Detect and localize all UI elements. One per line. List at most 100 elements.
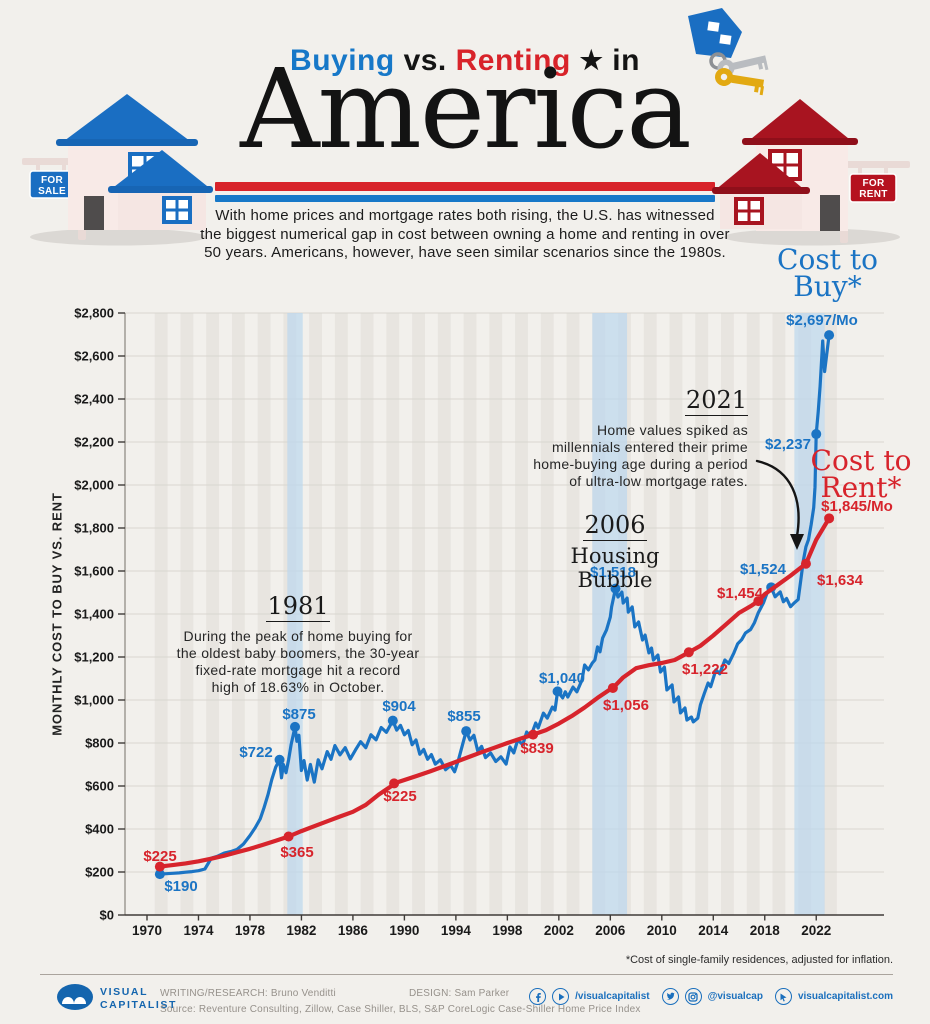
svg-text:$200: $200: [85, 865, 114, 880]
svg-text:1990: 1990: [389, 923, 419, 938]
svg-text:1978: 1978: [235, 923, 266, 938]
red-house-illustration: [712, 99, 910, 246]
svg-text:$875: $875: [282, 706, 315, 723]
svg-text:$2,000: $2,000: [74, 478, 114, 493]
twitter-icon[interactable]: [661, 988, 679, 1005]
svg-text:$2,600: $2,600: [74, 349, 114, 364]
kicker-buying: Buying: [290, 44, 395, 77]
annotation-2021-year: 2021: [684, 387, 748, 417]
svg-text:$1,845/Mo: $1,845/Mo: [821, 498, 893, 515]
svg-text:$190: $190: [164, 878, 197, 895]
svg-text:1974: 1974: [183, 923, 214, 938]
svg-text:1986: 1986: [338, 923, 369, 938]
cost-to-buy-callout: Cost to Buy*: [760, 243, 895, 301]
svg-text:$904: $904: [382, 698, 416, 715]
svg-text:$1,800: $1,800: [74, 521, 114, 536]
svg-text:2018: 2018: [750, 923, 781, 938]
svg-text:$855: $855: [447, 708, 480, 725]
svg-text:2010: 2010: [647, 923, 677, 938]
tw-ig-handle[interactable]: @visualcap: [707, 991, 763, 1002]
intro-line-1: With home prices and mortgage rates both…: [215, 207, 715, 224]
intro-line-3: 50 years. Americans, however, have seen …: [204, 244, 726, 261]
svg-text:$1,200: $1,200: [74, 650, 114, 665]
youtube-icon[interactable]: [552, 988, 570, 1005]
credit-source: Source: Reventure Consulting, Zillow, Ca…: [160, 1004, 641, 1015]
y-axis-title: MONTHLY COST TO BUY VS. RENT: [49, 492, 65, 736]
for-rent-line2: RENT: [859, 189, 888, 200]
svg-text:$1,400: $1,400: [74, 607, 114, 622]
svg-text:$1,634: $1,634: [817, 572, 864, 589]
kicker-vs: vs.: [403, 44, 447, 77]
kicker-renting: Renting: [455, 44, 571, 77]
cost-to-rent-callout: Cost to Rent*: [795, 444, 927, 502]
annotation-2006-label: Housing Bubble: [570, 544, 660, 593]
svg-text:1998: 1998: [492, 923, 523, 938]
cursor-icon[interactable]: [774, 988, 792, 1005]
red-divider-bar: [215, 182, 715, 191]
page-title: America: [240, 45, 692, 173]
for-sale-line2: SALE: [38, 186, 66, 197]
svg-text:$2,237: $2,237: [765, 436, 811, 453]
svg-text:$1,600: $1,600: [74, 564, 114, 579]
svg-text:$225: $225: [383, 788, 416, 805]
instagram-icon[interactable]: [684, 988, 702, 1005]
svg-text:$2,800: $2,800: [74, 306, 114, 321]
svg-text:2006: 2006: [595, 923, 626, 938]
svg-text:1982: 1982: [286, 923, 316, 938]
intro-paragraph: With home prices and mortgage rates both…: [115, 207, 815, 263]
svg-text:$1,000: $1,000: [74, 693, 114, 708]
svg-text:1970: 1970: [132, 923, 162, 938]
website-url[interactable]: visualcapitalist.com: [797, 991, 893, 1002]
annotation-2006-year: 2006: [583, 512, 647, 542]
svg-text:$800: $800: [85, 736, 114, 751]
svg-text:$365: $365: [280, 844, 313, 861]
svg-text:$2,697/Mo: $2,697/Mo: [786, 312, 858, 329]
for-rent-sign: FOR RENT: [851, 178, 896, 200]
for-sale-line1: FOR: [40, 175, 63, 186]
svg-text:$1,518: $1,518: [590, 564, 636, 581]
svg-text:1994: 1994: [441, 923, 472, 938]
annotation-1981: 1981 During the peak of home buying for …: [173, 593, 423, 696]
for-rent-line1: FOR: [862, 178, 885, 189]
annotation-2021-text: Home values spiked as millennials entere…: [533, 422, 748, 490]
svg-text:$1,056: $1,056: [603, 697, 649, 714]
kicker-in: in: [612, 44, 640, 77]
fb-yt-handle[interactable]: /visualcapitalist: [575, 991, 650, 1002]
annotation-1981-year: 1981: [266, 593, 330, 623]
credit-writing: WRITING/RESEARCH: Bruno Venditti: [160, 988, 336, 999]
social-links: /visualcapitalist @visualcap visualcapit…: [529, 988, 893, 1005]
svg-text:2022: 2022: [801, 923, 831, 938]
svg-text:$839: $839: [520, 740, 553, 757]
visual-capitalist-logo-icon[interactable]: [56, 983, 94, 1011]
svg-text:$1,222: $1,222: [682, 661, 728, 678]
svg-text:$2,200: $2,200: [74, 435, 114, 450]
svg-text:$600: $600: [85, 779, 114, 794]
visual-capitalist-logo-text[interactable]: VISUAL CAPITALIST: [100, 986, 178, 1011]
blue-house-illustration: [22, 94, 213, 246]
footer-divider: [40, 974, 893, 975]
credit-design: DESIGN: Sam Parker: [409, 988, 510, 999]
svg-text:$722: $722: [239, 744, 272, 761]
svg-text:$400: $400: [85, 822, 114, 837]
svg-text:$0: $0: [100, 908, 114, 923]
footnote: *Cost of single-family residences, adjus…: [625, 954, 893, 966]
cost-buy-line1: Cost to: [777, 243, 878, 276]
svg-text:$2,400: $2,400: [74, 392, 114, 407]
svg-text:2002: 2002: [544, 923, 574, 938]
facebook-icon[interactable]: [529, 988, 547, 1005]
annotation-2006: 2006 Housing Bubble: [530, 512, 700, 593]
blue-divider-bar: [215, 195, 715, 202]
intro-line-2: the biggest numerical gap in cost betwee…: [200, 225, 730, 243]
svg-text:$225: $225: [143, 848, 176, 865]
star-icon: ★: [579, 45, 604, 75]
svg-text:2014: 2014: [698, 923, 729, 938]
cost-rent-line1: Cost to: [810, 444, 912, 477]
svg-text:$1,524: $1,524: [740, 561, 787, 578]
svg-text:$1,454: $1,454: [717, 585, 764, 602]
annotation-2021: 2021 Home values spiked as millennials e…: [510, 387, 748, 490]
house-keys-icon: [688, 8, 769, 96]
annotation-1981-text: During the peak of home buying for the o…: [176, 628, 420, 696]
for-sale-sign: FOR SALE: [30, 175, 74, 197]
